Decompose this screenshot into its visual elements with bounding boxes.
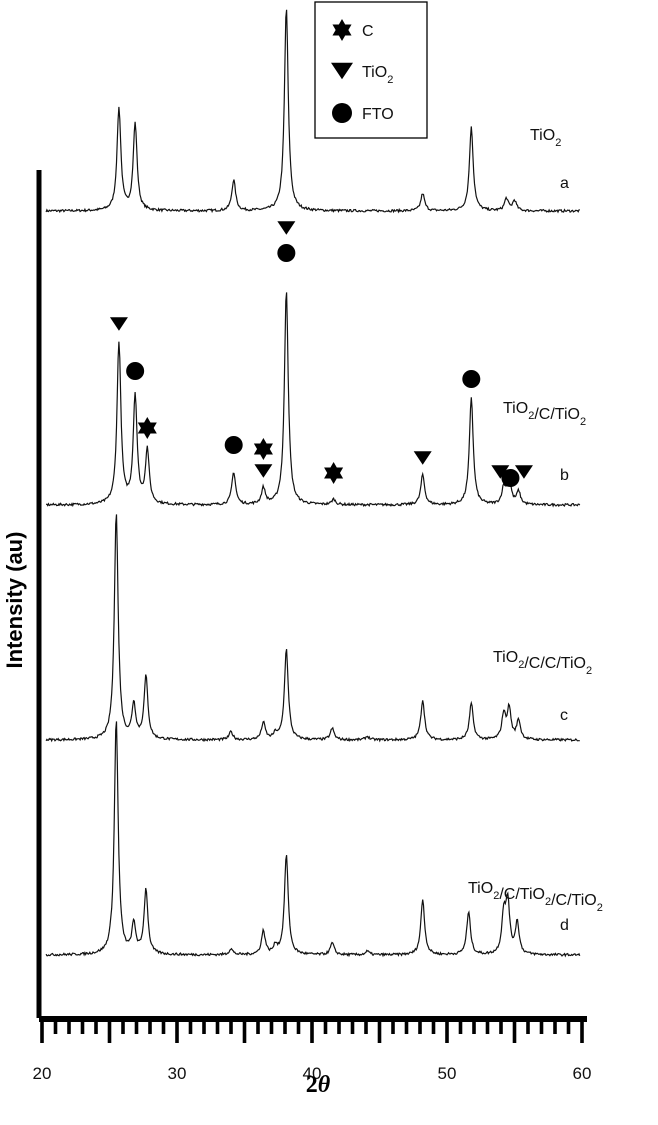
peak-marker-star-6 [253,438,273,460]
x-tick-52 [472,1022,476,1034]
peak-marker-triangle-down-13 [514,465,533,479]
x-tick-45 [377,1022,382,1043]
x-tick-40 [310,1022,314,1043]
x-tick-label-50: 50 [438,1064,457,1083]
x-tick-32 [202,1022,206,1034]
x-tick-57 [539,1022,544,1034]
x-tick-59 [566,1022,571,1034]
x-tick-22 [67,1022,71,1034]
x-tick-54 [499,1022,503,1034]
peak-marker-triangle-down-0 [277,221,296,235]
x-tick-56 [526,1022,530,1034]
x-tick-60 [580,1022,584,1043]
xrd-trace-d [45,721,581,958]
series-letter-b: b [560,467,569,484]
x-tick-42 [337,1022,341,1034]
series-letter-d: d [560,917,569,934]
series-name-b: TiO2/C/TiO2 [503,400,586,428]
peak-marker-circle-11 [501,469,520,487]
peak-marker-triangle-down-9 [413,451,432,465]
x-tick-55 [512,1022,517,1043]
legend-label-1: TiO2 [362,64,393,86]
peak-marker-circle-10 [462,370,481,388]
x-tick-31 [188,1022,193,1034]
x-tick-25 [107,1022,112,1043]
legend-label-0: C [362,23,374,40]
peak-marker-triangle-down-12 [491,465,510,479]
x-axis-title-main: 2 [306,1072,318,1098]
x-tick-49 [431,1022,436,1034]
x-tick-38 [283,1022,287,1034]
peak-marker-circle-3 [126,362,145,380]
x-tick-36 [256,1022,260,1034]
legend-label-2: FTO [362,106,394,123]
x-tick-46 [391,1022,395,1034]
xrd-trace-b [45,292,581,508]
x-tick-39 [296,1022,301,1034]
xrd-trace-c [45,514,580,743]
series-letter-c: c [560,707,568,724]
series-labels: a TiO2 b TiO2/C/TiO2 c TiO2/C/C/TiO2 d TiO2/C/T… [468,127,603,934]
x-tick-44 [364,1022,368,1034]
x-tick-label-30: 30 [168,1064,187,1083]
x-tick-28 [148,1022,152,1034]
y-axis-title: Intensity (au) [2,532,27,669]
series-name-c: TiO2/C/C/TiO2 [493,649,592,677]
x-tick-37 [269,1022,274,1034]
legend-symbol-star [332,19,352,41]
x-tick-label-20: 20 [33,1064,52,1083]
x-tick-24 [94,1022,98,1034]
peak-marker-triangle-down-7 [254,464,273,478]
peak-marker-circle-5 [224,436,243,454]
x-tick-33 [215,1022,220,1034]
x-tick-label-60: 60 [573,1064,592,1083]
x-tick-21 [53,1022,58,1034]
x-tick-35 [242,1022,247,1043]
x-tick-50 [445,1022,449,1043]
x-axis-title-theta: θ [318,1072,331,1098]
peak-marker-circle-1 [277,244,296,262]
x-tick-30 [175,1022,179,1043]
x-axis-tick-labels: 20 30 40 50 60 [33,1064,592,1083]
peak-marker-triangle-down-2 [109,317,128,331]
peak-markers [109,221,533,487]
series-name-a: TiO2 [530,127,561,149]
x-tick-26 [121,1022,125,1034]
legend: C TiO2 FTO [314,1,428,139]
legend-symbol-triangle-down [331,62,353,80]
x-tick-51 [458,1022,463,1034]
x-tick-label-40: 40 [303,1064,322,1083]
x-axis-title: 2θ [306,1072,331,1098]
x-tick-47 [404,1022,409,1034]
x-tick-20 [40,1022,44,1043]
x-tick-58 [553,1022,557,1034]
x-tick-27 [134,1022,139,1034]
peak-marker-star-8 [324,462,344,484]
series-letter-a: a [560,175,569,192]
xrd-traces [45,9,581,958]
legend-symbol-circle [332,103,352,123]
x-tick-43 [350,1022,355,1034]
x-tick-23 [80,1022,85,1034]
x-tick-29 [161,1022,166,1034]
x-tick-41 [323,1022,328,1034]
series-name-d: TiO2/C/TiO2/C/TiO2 [468,880,603,914]
x-axis-ticks [40,1022,584,1043]
x-tick-53 [485,1022,490,1034]
xrd-trace-a [45,9,580,214]
x-tick-34 [229,1022,233,1034]
x-tick-48 [418,1022,422,1034]
peak-marker-star-4 [137,417,157,439]
x-axis-bar [39,1016,587,1022]
